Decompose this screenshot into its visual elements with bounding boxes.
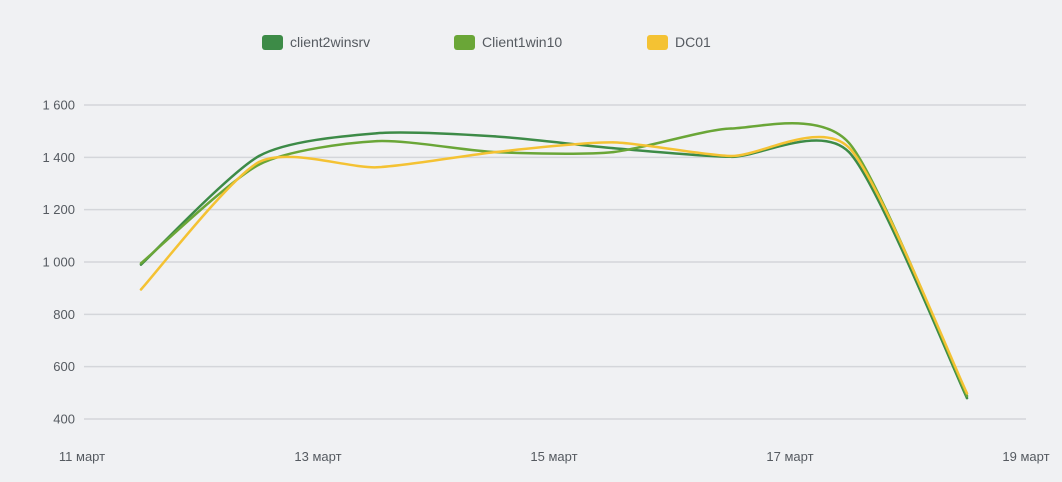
- x-tick-label: 15 март: [530, 449, 577, 464]
- legend-item-dc01[interactable]: DC01: [647, 32, 711, 52]
- y-tick-label: 1 200: [42, 202, 75, 217]
- legend-swatch-client1win10: [454, 34, 475, 50]
- legend-label-dc01: DC01: [675, 34, 711, 50]
- data-point-client2winsrv-1[interactable]: [257, 154, 261, 158]
- legend-label-client2winsrv: client2winsrv: [290, 34, 371, 50]
- data-point-client1win10-7[interactable]: [965, 394, 969, 398]
- data-point-dc01-7[interactable]: [965, 392, 969, 395]
- data-point-client1win10-4[interactable]: [611, 150, 615, 154]
- x-tick-label: 19 март: [1002, 449, 1049, 464]
- legend-swatch-client2winsrv: [262, 34, 283, 50]
- data-point-client1win10-1[interactable]: [257, 163, 261, 166]
- data-point-dc01-4[interactable]: [611, 141, 615, 144]
- y-tick-label: 400: [53, 412, 75, 427]
- data-point-client2winsrv-2[interactable]: [375, 132, 379, 135]
- data-point-client2winsrv-3[interactable]: [493, 135, 497, 138]
- data-point-client1win10-6[interactable]: [847, 141, 851, 145]
- x-tick-label: 11 март: [59, 449, 105, 464]
- y-axis-ticks: 400 600 800 1 000 1 200 1 400 1 600: [42, 98, 75, 427]
- y-tick-label: 1 400: [42, 150, 75, 165]
- legend-item-client1win10[interactable]: Client1win10: [454, 32, 562, 52]
- data-point-dc01-3[interactable]: [493, 150, 497, 154]
- data-point-client2winsrv-6[interactable]: [847, 150, 851, 154]
- series-line-client1win10[interactable]: [139, 122, 969, 398]
- legend-swatch-dc01: [647, 34, 668, 50]
- x-tick-label: 13 март: [294, 449, 341, 464]
- y-tick-label: 1 600: [42, 98, 75, 113]
- data-point-client1win10-0[interactable]: [139, 262, 143, 265]
- series-lines: [139, 122, 969, 400]
- data-point-dc01-6[interactable]: [847, 146, 851, 149]
- data-point-dc01-2[interactable]: [375, 166, 379, 169]
- y-tick-label: 800: [53, 307, 75, 322]
- series-line-dc01[interactable]: [139, 135, 969, 395]
- data-point-dc01-1[interactable]: [257, 160, 261, 164]
- data-point-client1win10-5[interactable]: [729, 127, 733, 130]
- data-point-client2winsrv-7[interactable]: [965, 396, 969, 400]
- grid-lines: [84, 104, 1026, 420]
- x-tick-label: 17 март: [766, 449, 813, 464]
- legend-label-client1win10: Client1win10: [482, 34, 563, 50]
- y-tick-label: 1 000: [42, 255, 75, 270]
- data-point-dc01-0[interactable]: [139, 288, 143, 291]
- x-axis-ticks: 11 март 13 март 15 март 17 март 19 март: [59, 449, 1050, 464]
- y-tick-label: 600: [53, 359, 75, 374]
- data-point-client2winsrv-4[interactable]: [611, 146, 615, 150]
- chart-legend: client2winsrv Client1win10 DC01: [0, 32, 1062, 52]
- series-line-client2winsrv[interactable]: [139, 131, 969, 400]
- data-point-dc01-5[interactable]: [729, 154, 733, 158]
- legend-item-client2winsrv[interactable]: client2winsrv: [262, 32, 370, 52]
- data-point-client1win10-2[interactable]: [375, 139, 379, 143]
